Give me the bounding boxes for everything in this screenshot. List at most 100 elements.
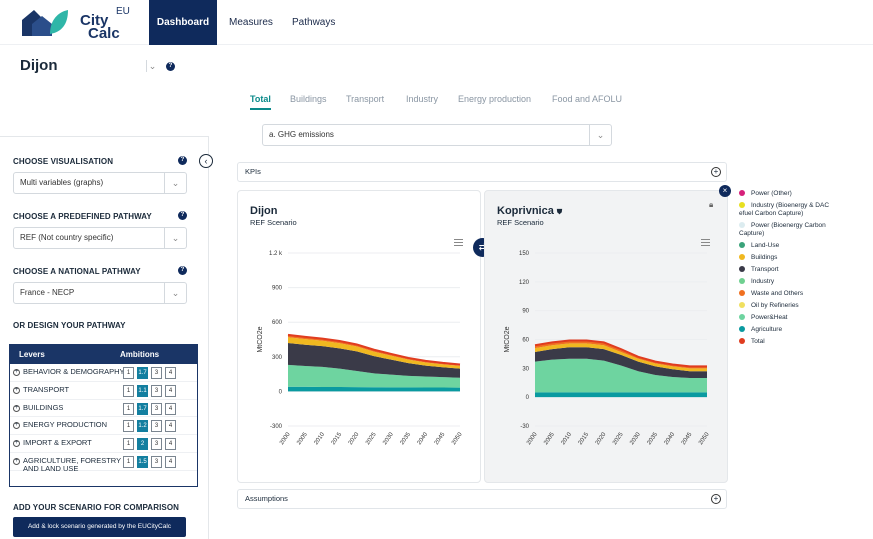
add-scenario-heading: ADD YOUR SCENARIO FOR COMPARISON <box>13 503 180 512</box>
city-name: Dijon <box>20 57 58 74</box>
eucitycalc-logo[interactable]: EU City Calc <box>20 6 130 42</box>
legend-item[interactable]: Power&Heat <box>739 314 834 322</box>
lever-name: BEHAVIOR & DEMOGRAPHY <box>23 367 125 376</box>
logo-city: City <box>80 12 109 29</box>
expand-lever-icon[interactable]: + <box>13 404 20 412</box>
lever-row[interactable]: + ENERGY PRODUCTION 1 1.2 3 4 <box>10 417 197 436</box>
sidebar: ‹ <box>0 136 213 539</box>
chart-menu-icon[interactable] <box>454 239 463 246</box>
national-value: France - NECP <box>20 288 75 297</box>
city-dropdown-chevron-icon[interactable]: ⌄ <box>146 60 158 72</box>
ambition-option[interactable]: 1 <box>123 438 134 451</box>
x-tick-label: 2045 <box>434 431 447 446</box>
expand-lever-icon[interactable]: + <box>13 440 20 448</box>
lever-row[interactable]: + TRANSPORT 1 1.1 3 4 <box>10 382 197 400</box>
expand-kpis-icon[interactable]: + <box>711 167 721 177</box>
visualisation-help-icon[interactable]: ? <box>178 156 187 165</box>
pathway-help-icon[interactable]: ? <box>178 211 187 220</box>
lock-icon: 🔒︎ <box>709 200 714 209</box>
chart-legend: Power (Other) Industry (Bioenergy & DAC e… <box>739 190 834 350</box>
ambition-option[interactable]: 3 <box>151 455 162 468</box>
y-tick-label: 300 <box>272 355 283 361</box>
legend-item[interactable]: Transport <box>739 266 834 274</box>
national-help-icon[interactable]: ? <box>178 266 187 275</box>
ambition-option[interactable]: 2 <box>137 438 148 451</box>
legend-item[interactable]: Power (Other) <box>739 190 834 198</box>
city-help-icon[interactable]: ? <box>166 62 175 71</box>
ambition-option[interactable]: 4 <box>165 420 176 433</box>
chart-subtitle: REF Scenario <box>497 218 544 227</box>
legend-swatch <box>739 242 745 248</box>
national-select[interactable]: France - NECP ⌄ <box>13 282 187 304</box>
legend-item[interactable]: Land-Use <box>739 242 834 250</box>
tab-buildings[interactable]: Buildings <box>290 94 327 104</box>
x-tick-label: 2010 <box>313 431 326 446</box>
ambition-option[interactable]: 4 <box>165 438 176 451</box>
kpis-panel[interactable]: KPIs + <box>237 162 727 182</box>
y-tick-label: 90 <box>522 309 529 315</box>
legend-swatch <box>739 190 745 196</box>
legend-item[interactable]: Industry (Bioenergy & DAC efuel Carbon C… <box>739 202 834 218</box>
ambition-option[interactable]: 4 <box>165 402 176 415</box>
legend-item[interactable]: Power (Bioenergy Carbon Capture) <box>739 222 834 238</box>
visualisation-select[interactable]: Multi variables (graphs) ⌄ <box>13 172 187 194</box>
tab-transport[interactable]: Transport <box>346 94 385 104</box>
lever-row[interactable]: + BEHAVIOR & DEMOGRAPHY 1 1.7 3 4 <box>10 364 197 382</box>
ambition-option[interactable]: 1.5 <box>137 455 148 468</box>
nav-measures[interactable]: Measures <box>229 17 273 28</box>
ambition-option[interactable]: 1.7 <box>137 402 148 415</box>
legend-item[interactable]: Buildings <box>739 254 834 262</box>
ambition-option[interactable]: 1 <box>123 367 134 379</box>
expand-lever-icon[interactable]: + <box>13 422 20 430</box>
ambition-option[interactable]: 3 <box>151 402 162 415</box>
chart-menu-icon[interactable] <box>701 239 710 246</box>
ambition-option[interactable]: 3 <box>151 384 162 397</box>
expand-lever-icon[interactable]: + <box>13 369 20 376</box>
add-lock-scenario-button[interactable]: Add & lock scenario generated by the EUC… <box>13 517 186 537</box>
legend-item[interactable]: Agriculture <box>739 326 834 334</box>
close-comparison-icon[interactable]: × <box>719 185 731 197</box>
ambition-option[interactable]: 1.2 <box>137 420 148 433</box>
x-tick-label: 2005 <box>296 431 309 446</box>
ambition-option[interactable]: 1 <box>123 455 134 468</box>
ambition-option[interactable]: 3 <box>151 438 162 451</box>
legend-item[interactable]: Total <box>739 338 834 346</box>
nav-pathways[interactable]: Pathways <box>292 17 336 28</box>
y-tick-label: 1.2 k <box>269 251 283 257</box>
y-tick-label: 0 <box>526 395 530 401</box>
legend-item[interactable]: Industry <box>739 278 834 286</box>
ambition-option[interactable]: 4 <box>165 455 176 468</box>
legend-item[interactable]: Oil by Refineries <box>739 302 834 310</box>
tab-total[interactable]: Total <box>250 94 271 110</box>
tab-industry[interactable]: Industry <box>406 94 439 104</box>
metric-select[interactable]: a. GHG emissions ⌄ <box>262 124 612 146</box>
legend-swatch <box>739 290 745 296</box>
lever-row[interactable]: + IMPORT & EXPORT 1 2 3 4 <box>10 435 197 453</box>
legend-label: Power (Bioenergy Carbon Capture) <box>739 222 826 237</box>
chevron-down-icon: ⌄ <box>164 283 186 303</box>
lever-row[interactable]: + AGRICULTURE, FORESTRY AND LAND USE 1 1.5 3… <box>10 453 197 472</box>
legend-item[interactable]: Waste and Others <box>739 290 834 298</box>
expand-lever-icon[interactable]: + <box>13 457 20 465</box>
ambition-option[interactable]: 1 <box>123 402 134 415</box>
ambition-option[interactable]: 3 <box>151 367 162 379</box>
tab-energy-production[interactable]: Energy production <box>458 94 532 104</box>
pathway-select[interactable]: REF (Not country specific) ⌄ <box>13 227 187 249</box>
expand-lever-icon[interactable]: + <box>13 386 20 394</box>
ambition-option[interactable]: 1.1 <box>137 384 148 397</box>
collapse-sidebar-button[interactable]: ‹ <box>199 154 213 168</box>
lever-row[interactable]: + BUILDINGS 1 1.7 3 4 <box>10 400 197 418</box>
assumptions-panel[interactable]: Assumptions + <box>237 489 727 509</box>
ambition-option[interactable]: 3 <box>151 420 162 433</box>
ambition-option[interactable]: 4 <box>165 367 176 379</box>
tab-food-afolu[interactable]: Food and AFOLU <box>552 94 623 104</box>
legend-swatch <box>739 326 745 332</box>
nav-dashboard[interactable]: Dashboard <box>149 0 217 45</box>
expand-assumptions-icon[interactable]: + <box>711 494 721 504</box>
ambition-option[interactable]: 1.7 <box>137 367 148 379</box>
ambition-option[interactable]: 4 <box>165 384 176 397</box>
visualisation-value: Multi variables (graphs) <box>20 178 104 187</box>
ambition-option[interactable]: 1 <box>123 420 134 433</box>
ambition-option[interactable]: 1 <box>123 384 134 397</box>
y-tick-label: 120 <box>519 280 530 286</box>
